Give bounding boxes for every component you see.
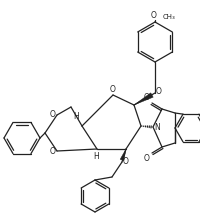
Text: O: O xyxy=(50,147,56,156)
Text: H: H xyxy=(93,152,99,161)
Text: O: O xyxy=(50,110,56,119)
Text: O: O xyxy=(144,93,150,102)
Text: O: O xyxy=(110,85,116,94)
Text: O: O xyxy=(151,12,157,20)
Polygon shape xyxy=(120,149,126,161)
Text: H: H xyxy=(73,112,79,121)
Text: O: O xyxy=(123,157,129,166)
Text: O: O xyxy=(156,87,161,97)
Polygon shape xyxy=(134,93,153,105)
Text: CH₃: CH₃ xyxy=(163,14,176,20)
Text: N: N xyxy=(154,123,160,131)
Text: O: O xyxy=(144,154,150,163)
